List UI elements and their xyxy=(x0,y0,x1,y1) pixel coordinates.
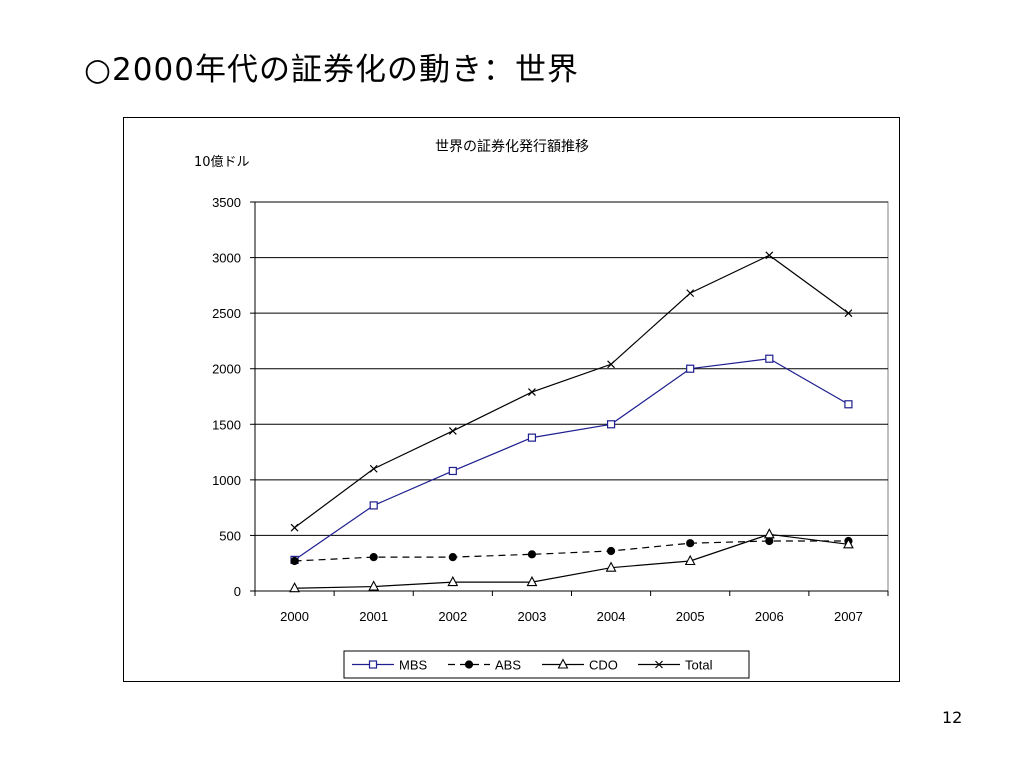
x-tick-label: 2001 xyxy=(359,609,388,624)
legend-marker-cdo xyxy=(557,658,569,669)
series-line-mbs xyxy=(294,358,849,561)
x-tick-label: 2006 xyxy=(755,609,784,624)
y-tick-label: 1500 xyxy=(212,417,241,432)
series-line-total xyxy=(294,254,849,529)
x-tick-label: 2005 xyxy=(676,609,705,624)
data-point-mbs xyxy=(527,433,537,442)
data-point-cdo xyxy=(526,575,538,587)
data-point-abs xyxy=(290,556,299,566)
data-point-total xyxy=(369,464,378,473)
legend-marker-abs xyxy=(464,660,474,669)
y-tick-label: 1000 xyxy=(212,473,241,488)
x-tick-label: 2000 xyxy=(280,609,309,624)
y-tick-label: 500 xyxy=(219,528,241,543)
x-tick-label: 2007 xyxy=(834,609,863,624)
legend-label-abs: ABS xyxy=(495,658,521,673)
data-point-mbs xyxy=(765,354,774,363)
data-point-mbs xyxy=(844,400,853,409)
data-point-abs xyxy=(606,546,616,556)
x-tick-label: 2003 xyxy=(517,609,546,624)
slide-title: ○2000年代の証券化の動き：世界 xyxy=(84,52,579,88)
data-point-abs xyxy=(686,539,695,548)
data-point-cdo xyxy=(605,561,617,572)
legend-label-cdo: CDO xyxy=(589,658,618,673)
y-tick-label: 3000 xyxy=(212,251,241,266)
y-tick-label: 0 xyxy=(234,584,241,599)
data-point-total xyxy=(844,309,853,318)
data-point-abs xyxy=(765,536,774,546)
chart: 世界の証券化発行額推移 10億ドル 0 500 1000 1500 2000 2500 30… xyxy=(194,139,889,679)
plot-area xyxy=(254,201,889,592)
data-point-abs xyxy=(448,553,457,562)
data-point-total xyxy=(765,251,774,260)
y-tick-label: 3500 xyxy=(212,195,241,210)
data-point-cdo xyxy=(763,528,775,539)
legend-label-total: Total xyxy=(685,658,713,673)
data-point-mbs xyxy=(606,420,616,429)
data-point-abs xyxy=(369,553,378,562)
data-point-cdo xyxy=(843,538,854,549)
legend-label-mbs: MBS xyxy=(399,658,428,673)
y-tick-label: 2500 xyxy=(212,306,241,321)
data-point-abs xyxy=(527,550,537,559)
data-point-total xyxy=(528,388,536,396)
data-point-mbs xyxy=(369,501,378,510)
data-point-cdo xyxy=(368,580,380,591)
chart-frame: 世界の証券化発行額推移 10億ドル 0 500 1000 1500 2000 2500 30… xyxy=(123,117,900,682)
y-tick-label: 2000 xyxy=(212,362,241,377)
data-point-total xyxy=(686,289,695,298)
series-line-abs xyxy=(294,540,849,562)
series-line-cdo xyxy=(294,533,849,589)
data-point-cdo xyxy=(684,554,696,566)
y-axis-unit-label: 10億ドル xyxy=(194,154,250,170)
data-point-cdo xyxy=(289,582,300,593)
data-point-total xyxy=(607,360,615,369)
chart-title: 世界の証券化発行額推移 xyxy=(435,139,589,155)
x-tick-label: 2002 xyxy=(438,609,467,624)
data-point-mbs xyxy=(448,466,457,476)
legend-marker-total xyxy=(655,660,663,669)
page-number: 12 xyxy=(942,708,963,727)
data-point-mbs xyxy=(686,364,695,373)
x-tick-label: 2004 xyxy=(597,609,626,624)
data-point-total xyxy=(448,427,457,435)
legend-marker-mbs xyxy=(368,660,378,669)
data-point-total xyxy=(290,523,299,532)
data-point-cdo xyxy=(447,575,459,587)
